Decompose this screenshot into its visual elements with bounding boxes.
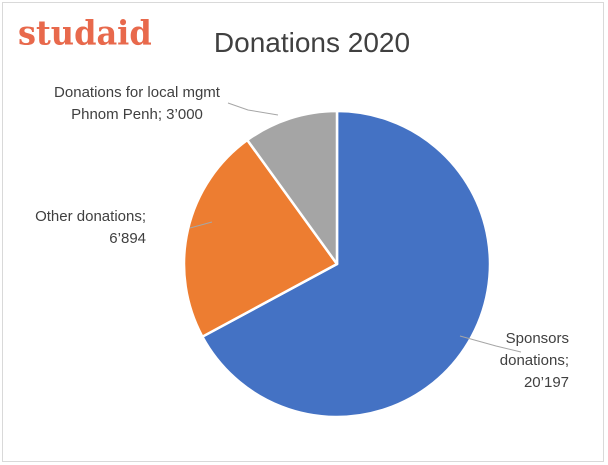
pie-slice-2 [182, 138, 339, 338]
leader-line-2 [189, 221, 213, 229]
slice-label-3: Donations for local mgmt Phnom Penh; 3’00… [54, 84, 221, 123]
leader-line-3 [227, 102, 279, 116]
pie-slices [182, 109, 492, 419]
slice-label-1-line-2: donations; [500, 352, 569, 369]
pie-slice-1 [201, 109, 492, 419]
slice-labels: Sponsors donations; 20’197 Other donations;… [35, 84, 569, 391]
slice-label-2: Other donations; 6’894 [35, 208, 146, 247]
slice-label-1-line-1: Sponsors [506, 330, 569, 347]
slice-label-3-line-1: Donations for local mgmt [54, 84, 221, 101]
pie-slice-3 [246, 109, 339, 266]
chart-title: Donations 2020 [214, 27, 410, 58]
slice-label-3-line-2: Phnom Penh; 3’000 [71, 106, 203, 123]
slice-label-2-line-2: 6’894 [109, 230, 146, 247]
slice-label-2-line-1: Other donations; [35, 208, 146, 225]
leader-line-1 [459, 335, 522, 353]
slice-label-1-line-3: 20’197 [524, 374, 569, 391]
leader-lines [189, 102, 522, 353]
slice-label-1: Sponsors donations; 20’197 [500, 330, 569, 391]
studaid-logo: studaid [18, 13, 152, 53]
